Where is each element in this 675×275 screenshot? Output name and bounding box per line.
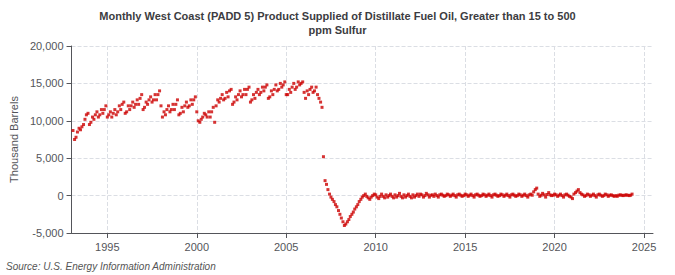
svg-text:1995: 1995 bbox=[95, 241, 119, 253]
svg-text:2000: 2000 bbox=[185, 241, 209, 253]
svg-text:2005: 2005 bbox=[274, 241, 298, 253]
svg-text:2020: 2020 bbox=[542, 241, 566, 253]
svg-text:5,000: 5,000 bbox=[36, 152, 64, 164]
svg-text:10,000: 10,000 bbox=[30, 115, 64, 127]
svg-text:Thousand Barrels: Thousand Barrels bbox=[8, 96, 20, 183]
svg-text:ppm Sulfur: ppm Sulfur bbox=[308, 24, 367, 36]
svg-text:0: 0 bbox=[57, 190, 63, 202]
svg-text:15,000: 15,000 bbox=[30, 77, 64, 89]
svg-text:2010: 2010 bbox=[363, 241, 387, 253]
svg-text:20,000: 20,000 bbox=[30, 40, 64, 52]
svg-text:2025: 2025 bbox=[632, 241, 656, 253]
svg-text:-5,000: -5,000 bbox=[32, 227, 63, 239]
svg-text:Source: U.S. Energy Informatio: Source: U.S. Energy Information Administ… bbox=[6, 261, 216, 272]
svg-text:Monthly West Coast (PADD 5) Pr: Monthly West Coast (PADD 5) Product Supp… bbox=[99, 10, 575, 22]
svg-text:2015: 2015 bbox=[453, 241, 477, 253]
